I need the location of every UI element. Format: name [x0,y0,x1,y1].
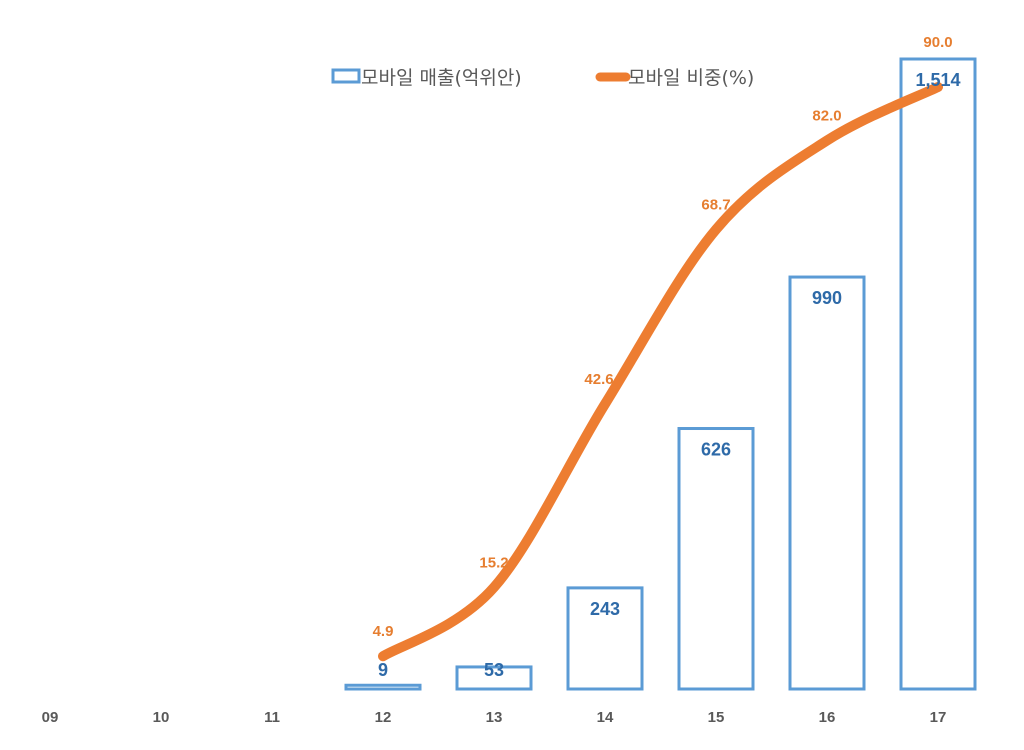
legend: 모바일 매출(억위안) 모바일 비중(%) [331,67,754,89]
line-series [378,82,943,662]
bar [788,275,866,691]
bar-data-label: 9 [378,660,388,680]
bar [344,683,422,691]
x-tick-label: 13 [486,709,503,726]
x-tick-label: 09 [42,709,59,726]
line-data-label: 4.9 [373,623,394,640]
line-data-label: 90.0 [923,34,952,51]
legend-line-label: 모바일 비중(%) [628,67,754,89]
bar [677,427,755,691]
line-data-label: 42.6 [584,371,613,388]
bar [566,586,644,691]
line-data-label: 68.7 [701,196,730,213]
x-tick-label: 12 [375,709,392,726]
x-tick-label: 17 [930,709,947,726]
bar-data-label: 1,514 [915,70,960,90]
line-data-label: 15.2 [479,554,508,571]
bar [455,665,533,691]
x-tick-label: 15 [708,709,725,726]
bar [899,57,977,691]
x-tick-label: 11 [264,709,280,726]
bar-data-label: 53 [484,660,504,680]
legend-bar-label: 모바일 매출(억위안) [361,67,522,89]
x-tick-label: 14 [597,709,614,726]
bar-data-label: 990 [812,288,842,308]
line-data-label: 82.0 [812,108,841,125]
legend-bar-swatch [331,68,361,84]
x-tick-label: 16 [819,709,836,726]
bar-data-label: 243 [590,599,620,619]
bar-data-label: 626 [701,440,731,460]
x-tick-label: 10 [153,709,170,726]
